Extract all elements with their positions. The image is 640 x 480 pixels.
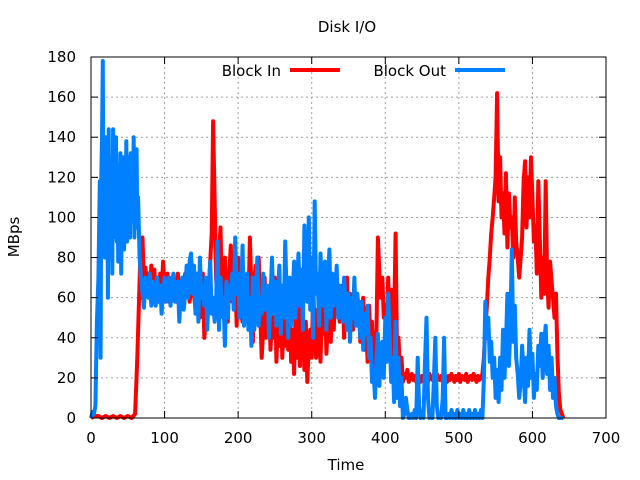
y-tick-label: 60 [57,289,76,307]
y-tick-label: 100 [47,208,76,226]
y-tick-label: 140 [47,128,76,146]
chart-title: Disk I/O [318,18,376,36]
y-tick-label: 0 [66,409,76,427]
x-tick-label: 0 [86,429,96,447]
y-tick-label: 40 [57,329,76,347]
x-tick-label: 500 [445,429,474,447]
y-tick-label: 120 [47,168,76,186]
legend-label-2: Block Out [373,62,446,80]
y-tick-label: 20 [57,369,76,387]
plot-frame [90,56,607,419]
y-tick-label: 80 [57,249,76,267]
x-axis-label: Time [327,456,365,474]
x-tick-label: 600 [518,429,547,447]
y-tick-label: 160 [47,88,76,106]
x-tick-label: 300 [297,429,326,447]
y-tick-label: 180 [47,48,76,66]
x-tick-label: 100 [150,429,179,447]
x-tick-label: 400 [371,429,400,447]
axis-ticks: 0 100 200 300 400 500 600 700 0 20 40 60 80 100 120 140… [47,48,620,447]
legend: Block In Block Out [222,62,505,80]
y-axis-label: MBps [5,217,23,258]
x-tick-label: 700 [592,429,621,447]
series-line-2 [89,59,564,420]
legend-label-1: Block In [222,62,281,80]
x-tick-label: 200 [224,429,253,447]
series-lines [89,59,566,420]
